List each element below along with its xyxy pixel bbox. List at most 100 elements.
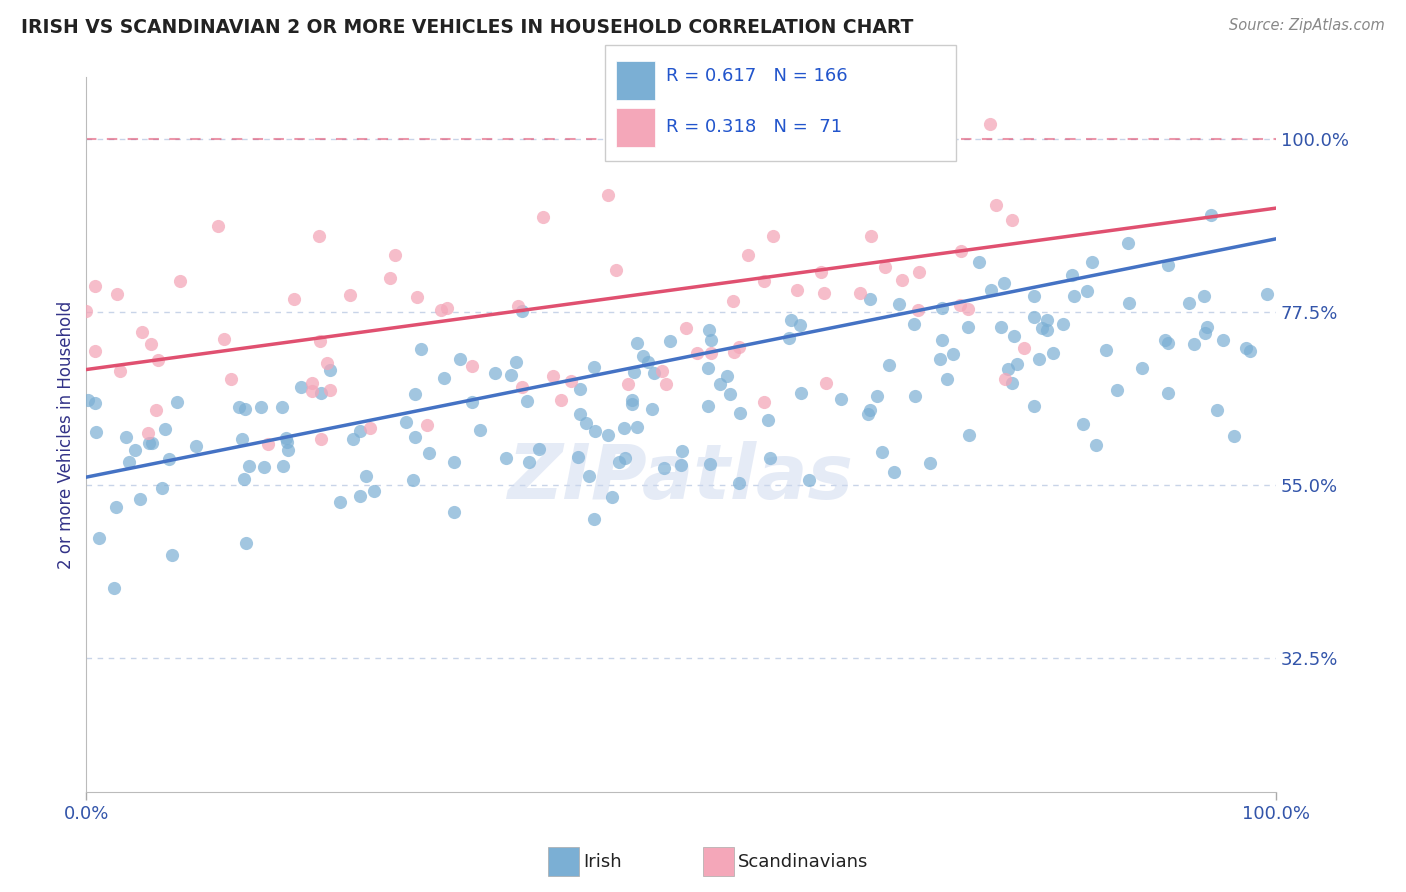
Point [560,374,582,388]
Point [384,248,406,262]
Point [83,343,105,358]
Point [108,364,131,378]
Point [623,366,645,380]
Point [1105,384,1128,398]
Point [1060,268,1083,282]
Point [671,444,693,458]
Point [631,349,654,363]
Point [980,284,1002,298]
Point [501,368,523,382]
Point [83,396,105,410]
Point [759,450,782,465]
Point [1042,346,1064,360]
Point [875,260,897,275]
Text: IRISH VS SCANDINAVIAN 2 OR MORE VEHICLES IN HOUSEHOLD CORRELATION CHART: IRISH VS SCANDINAVIAN 2 OR MORE VEHICLES… [21,18,914,37]
Point [1130,360,1153,375]
Point [956,301,979,316]
Point [506,299,529,313]
Point [949,298,972,312]
Point [928,352,950,367]
Point [655,376,678,391]
Point [810,265,832,279]
Point [578,469,600,483]
Point [433,371,456,385]
Point [567,450,589,464]
Point [495,451,517,466]
Point [1116,235,1139,250]
Point [250,401,273,415]
Point [813,286,835,301]
Point [311,385,333,400]
Point [1024,399,1046,413]
Point [1212,333,1234,347]
Point [166,395,188,409]
Point [232,472,254,486]
Point [128,491,150,506]
Point [505,355,527,369]
Point [780,313,803,327]
Point [517,455,540,469]
Point [859,229,882,244]
Point [723,294,745,309]
Point [1199,208,1222,222]
Point [883,466,905,480]
Point [449,352,471,367]
Point [637,355,659,369]
Point [931,301,953,316]
Point [1234,341,1257,355]
Point [1036,313,1059,327]
Point [363,483,385,498]
Point [699,457,721,471]
Y-axis label: 2 or more Vehicles in Household: 2 or more Vehicles in Household [58,301,75,569]
Point [984,198,1007,212]
Point [416,418,439,433]
Point [904,389,927,403]
Text: ZIPatlas: ZIPatlas [508,441,853,515]
Point [1256,287,1278,301]
Text: R = 0.318   N =  71: R = 0.318 N = 71 [666,118,842,136]
Point [87,531,110,545]
Point [596,428,619,442]
Point [700,345,723,359]
Point [169,275,191,289]
Point [257,437,280,451]
Point [139,336,162,351]
Point [309,334,332,348]
Point [219,372,242,386]
Point [461,359,484,373]
Point [233,401,256,416]
Point [349,425,371,439]
Point [686,346,709,360]
Point [1031,320,1053,334]
Point [956,319,979,334]
Point [887,296,910,310]
Point [1024,289,1046,303]
Point [786,284,808,298]
Point [406,290,429,304]
Point [238,458,260,473]
Text: Source: ZipAtlas.com: Source: ZipAtlas.com [1229,18,1385,33]
Point [1081,255,1104,269]
Point [430,303,453,318]
Point [620,393,643,408]
Point [1239,343,1261,358]
Point [290,380,312,394]
Point [436,301,458,316]
Point [993,276,1015,290]
Point [311,432,333,446]
Point [941,347,963,361]
Point [253,460,276,475]
Point [790,386,813,401]
Point [1205,403,1227,417]
Point [1153,333,1175,347]
Point [716,368,738,383]
Point [583,425,606,439]
Point [641,401,664,416]
Point [675,320,697,334]
Point [75,304,97,318]
Point [1001,376,1024,390]
Point [77,392,100,407]
Point [659,334,682,348]
Point [1177,296,1199,310]
Point [669,458,692,473]
